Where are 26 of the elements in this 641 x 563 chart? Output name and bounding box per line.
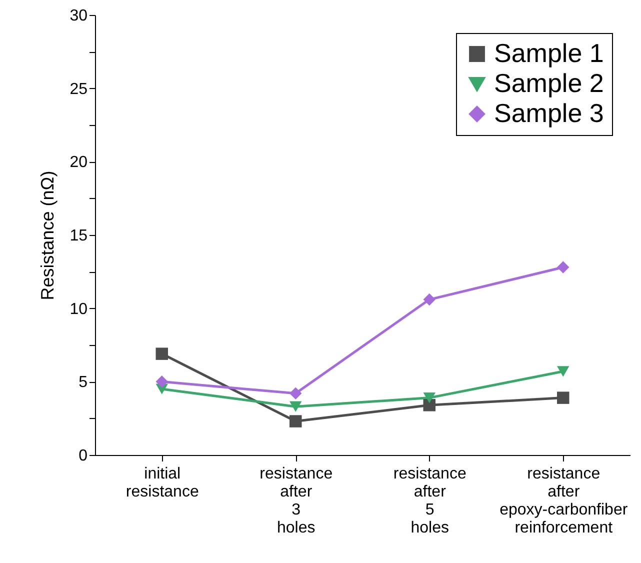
x-tick-label: resistance after 5 holes [393, 466, 466, 536]
y-axis-title: Resistance (nΩ) [38, 170, 58, 300]
point [290, 401, 302, 412]
point [423, 293, 436, 306]
legend-label: Sample 2 [494, 68, 604, 98]
y-tick-label: 20 [70, 154, 88, 172]
point [156, 348, 168, 360]
point [557, 261, 570, 274]
point [290, 387, 302, 400]
point [156, 376, 168, 388]
point [290, 415, 302, 428]
point [423, 392, 436, 404]
y-tick-label: 30 [70, 8, 88, 24]
point [557, 366, 570, 377]
y-tick-label: 25 [70, 80, 88, 98]
x-tick-label: resistance after epoxy-carbonfiber reinforcement [500, 466, 628, 536]
y-tick-label: 5 [78, 374, 88, 392]
y-tick-label: 0 [78, 448, 88, 464]
point [423, 399, 436, 412]
legend-label: Sample 3 [494, 98, 604, 128]
point [557, 392, 570, 404]
x-tick-label: resistance after 3 holes [260, 466, 333, 536]
y-tick-label: 10 [70, 300, 88, 318]
legend-label: Sample 1 [494, 38, 604, 68]
x-tick-label: initial resistance [126, 466, 199, 500]
y-tick-label: 15 [70, 228, 88, 244]
